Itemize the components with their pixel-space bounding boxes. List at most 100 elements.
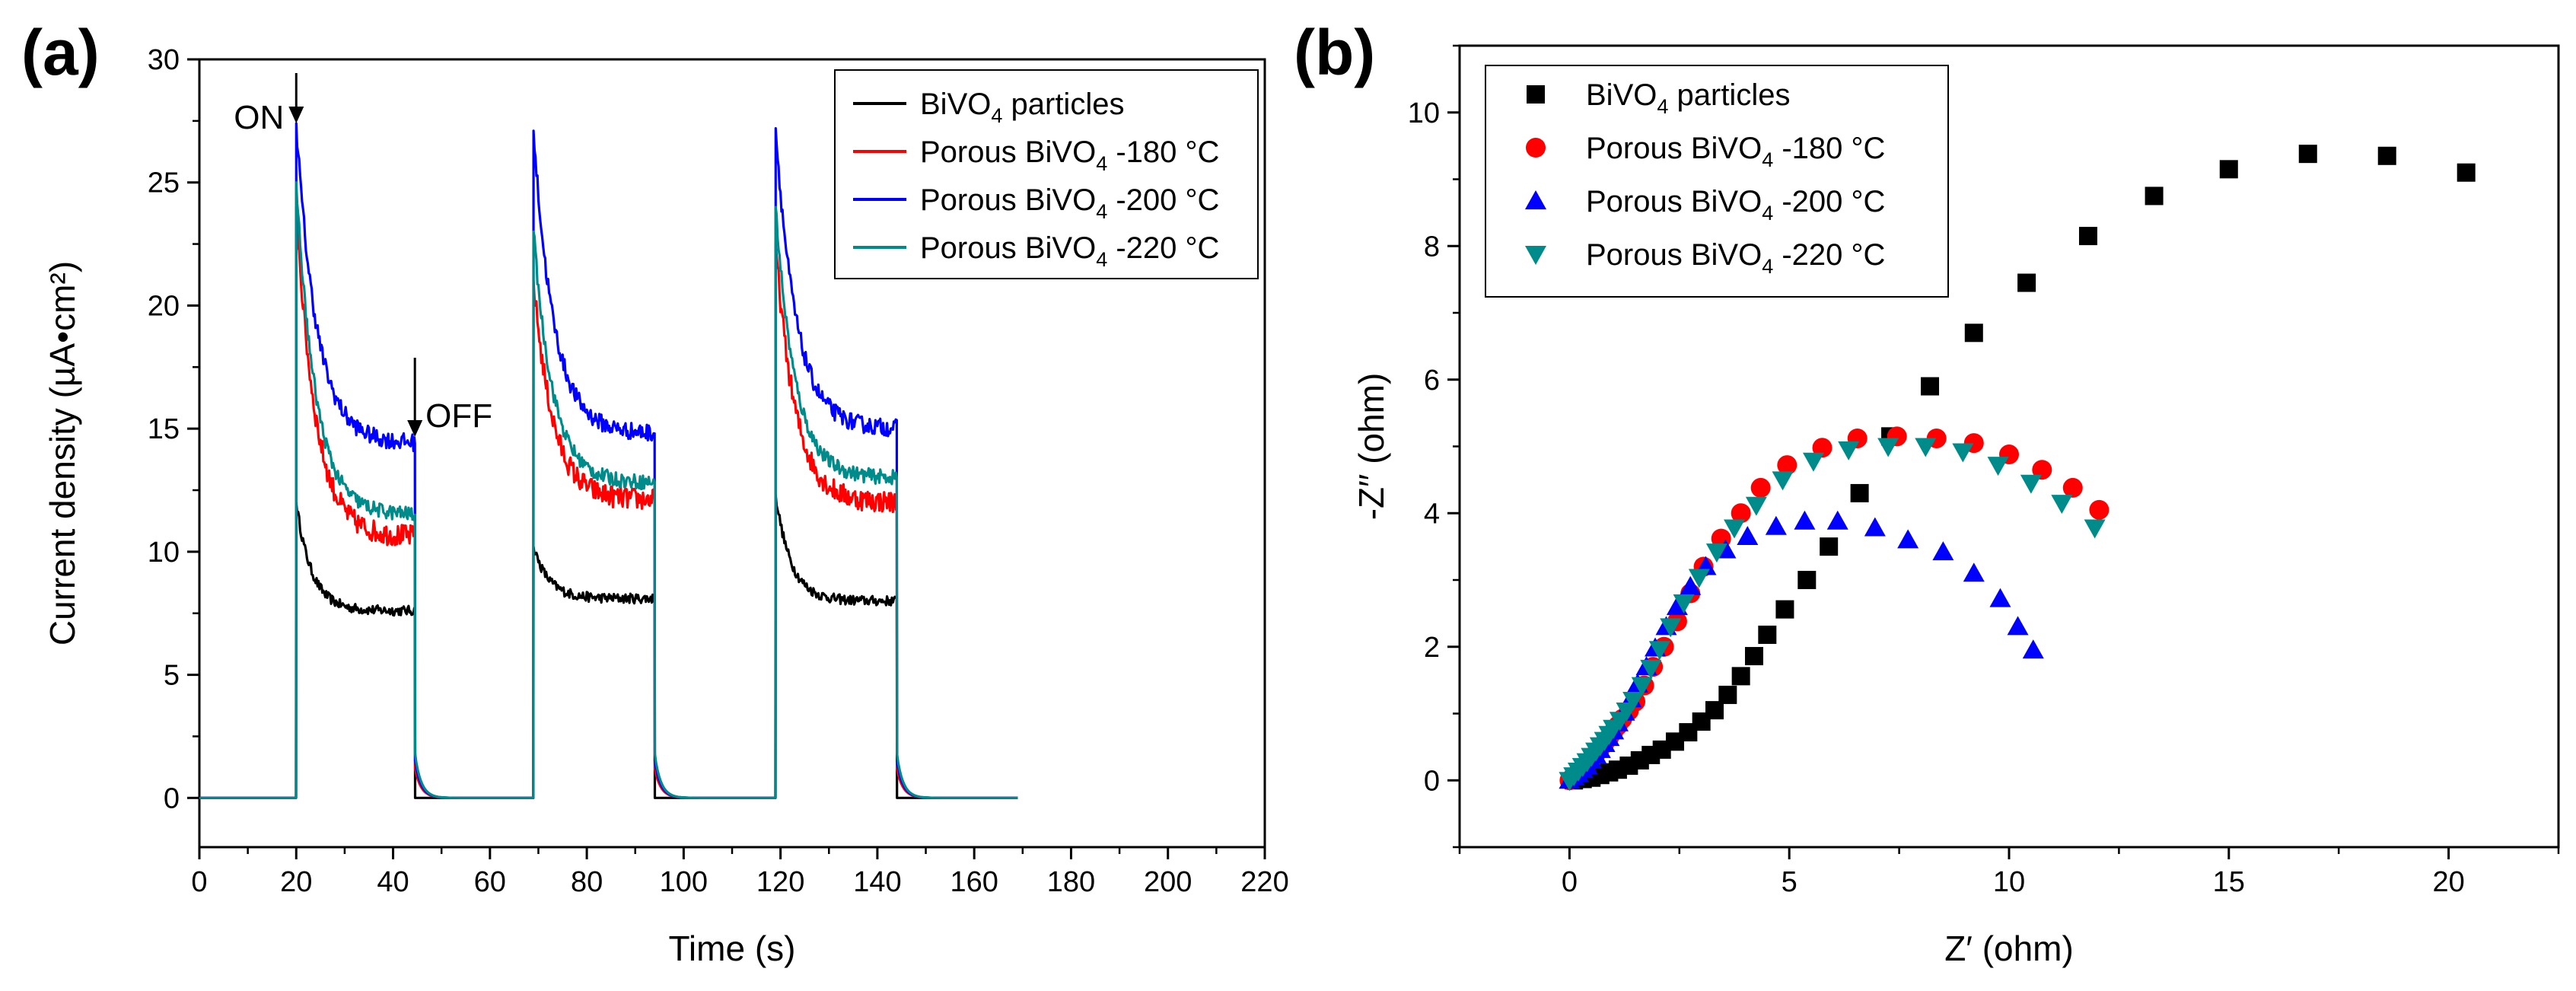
chart-a-y-tick-label: 10 [148,537,180,569]
chart-a-series-line-3 [199,181,1019,799]
chart-b-x-tick-label: 10 [1993,866,2025,898]
chart-b-point-s1-24 [1777,455,1797,476]
chart-b-point-s0-26 [2078,227,2097,246]
chart-a-x-tick-label: 100 [660,866,708,898]
chart-b-point-s3-24 [1802,452,1824,472]
chart-a-off-arrow-head [407,420,423,437]
chart-a-on-arrow-head [288,107,304,123]
chart-b-point-s2-30 [1989,588,2011,607]
chart-a-x-tick-label: 120 [756,866,804,898]
chart-b-point-s0-13 [1705,701,1724,720]
chart-b-point-s0-30 [2377,146,2396,165]
chart-b-point-s3-15 [1640,659,1662,679]
chart-a-y-tick-label: 5 [164,660,180,692]
chart-b-point-s3-26 [1877,438,1899,457]
chart-a-y-tick-label: 25 [148,167,180,199]
chart-a-y-tick-label: 30 [148,44,180,76]
chart-b-y-tick-label: 4 [1424,498,1440,530]
chart-b-point-s3-31 [2051,495,2073,515]
chart-b-point-s0-31 [2457,163,2476,182]
chart-b-point-s3-20 [1705,543,1727,563]
chart-b-point-s2-31 [2007,616,2029,636]
chart-b-point-s0-18 [1775,600,1794,619]
chart-a-annotation-off: OFF [425,397,492,435]
chart-b-point-s0-27 [2145,186,2164,206]
chart-b-point-s2-19 [1680,575,1702,595]
chart-b-point-s2-23 [1765,515,1787,535]
chart-b-x-tick-label: 0 [1562,866,1578,898]
chart-b-y-tick-label: 8 [1424,231,1440,263]
chart-a-x-tick-label: 200 [1144,866,1192,898]
chart-b-point-s3-16 [1648,641,1670,661]
chart-a-x-tick-label: 0 [191,866,207,898]
chart-b-point-s1-22 [1731,503,1751,524]
chart-b-point-s0-19 [1797,571,1817,589]
chart-b-point-s0-20 [1820,537,1839,556]
chart-b-point-s0-28 [2219,160,2238,179]
chart-b-point-s3-19 [1688,569,1710,588]
chart-b-point-s2-25 [1826,510,1848,530]
chart-b-y-tick-label: 10 [1408,97,1440,129]
chart-b-point-s0-21 [1850,483,1869,502]
chart-a-legend-label-1: Porous BiVO4 -180 °C [920,135,1219,175]
chart-a-y-axis-title: Current density (µA•cm²) [43,261,82,645]
chart-a-annotation-on: ON [234,99,284,136]
chart-b-point-s3-29 [1987,457,2009,476]
chart-b-y-tick-label: 0 [1424,765,1440,797]
chart-b-legend-label-2: Porous BiVO4 -200 °C [1586,185,1885,225]
chart-b-point-s3-32 [2084,519,2106,539]
chart-a-x-tick-label: 160 [950,866,998,898]
chart-a-x-tick-label: 220 [1240,866,1288,898]
chart-b-point-s3-22 [1745,496,1767,516]
chart-a-legend-label-2: Porous BiVO4 -200 °C [920,183,1219,223]
chart-b-point-s2-32 [2022,639,2044,659]
chart-b-point-s3-28 [1952,443,1974,463]
chart-b-legend-marker-1 [1526,138,1546,158]
chart-a-x-tick-label: 80 [571,866,603,898]
chart-a-x-tick-label: 140 [853,866,901,898]
chart-b-point-s0-15 [1731,667,1750,686]
chart-b-legend-box [1485,65,1949,298]
chart-b-point-s2-28 [1932,541,1954,561]
chart-b-point-s2-27 [1897,529,1919,549]
chart-b-point-s2-29 [1963,562,1985,582]
chart-b-legend-marker-3 [1525,246,1546,265]
chart-a-photocurrent: 0 20 40 60 80 100 120 140 160 180 200 220 0 5 10 15 20 25… [43,44,1289,968]
chart-a-legend-label-3: Porous BiVO4 -220 °C [920,231,1219,271]
chart-b-legend-label-1: Porous BiVO4 -180 °C [1586,132,1885,171]
chart-a-series-line-1 [199,206,1019,799]
chart-b-x-axis-title: Z′ (ohm) [1944,929,2074,968]
chart-b-legend-marker-0 [1527,85,1545,104]
chart-b-point-s2-22 [1737,525,1759,545]
chart-b-x-tick-label: 15 [2213,866,2245,898]
chart-b-legend-marker-2 [1525,190,1546,209]
chart-b-point-s3-27 [1915,438,1937,457]
panel-a-label: (a) [21,17,100,88]
chart-b-point-s3-25 [1838,441,1860,460]
chart-b-point-s1-25 [1812,438,1832,458]
chart-b-legend-label-0: BiVO4 particles [1586,78,1790,118]
chart-a-y-tick-label: 20 [148,290,180,322]
chart-b-point-s0-24 [1964,323,1983,343]
chart-b-point-s0-29 [2298,145,2317,164]
chart-b-nyquist: 0 5 10 15 20 0 2 4 6 8 10 Z′ (ohm) -Z′′ (ohm) BiVO4 p… [1352,44,2560,968]
chart-a-legend-label-0: BiVO4 particles [920,88,1124,127]
chart-b-point-s3-13 [1622,691,1645,711]
chart-b-point-s1-32 [2062,477,2083,498]
chart-b-point-s0-17 [1758,625,1777,644]
chart-a-series-line-2 [199,122,1019,799]
chart-b-point-s1-33 [2089,499,2110,520]
chart-b-point-s0-14 [1718,685,1737,704]
chart-b-point-s3-21 [1724,519,1745,539]
chart-b-point-s2-24 [1794,510,1816,530]
chart-b-point-s3-23 [1772,471,1794,491]
chart-b-point-s1-23 [1750,477,1771,498]
chart-b-point-s3-18 [1673,594,1695,613]
chart-a-y-tick-label: 15 [148,413,180,445]
chart-b-y-axis-title: -Z′′ (ohm) [1352,373,1391,521]
chart-a-y-tick-label: 0 [164,782,180,814]
chart-b-point-s0-23 [1921,377,1940,396]
chart-b-point-s0-25 [2017,273,2036,292]
chart-a-x-tick-label: 40 [377,866,409,898]
